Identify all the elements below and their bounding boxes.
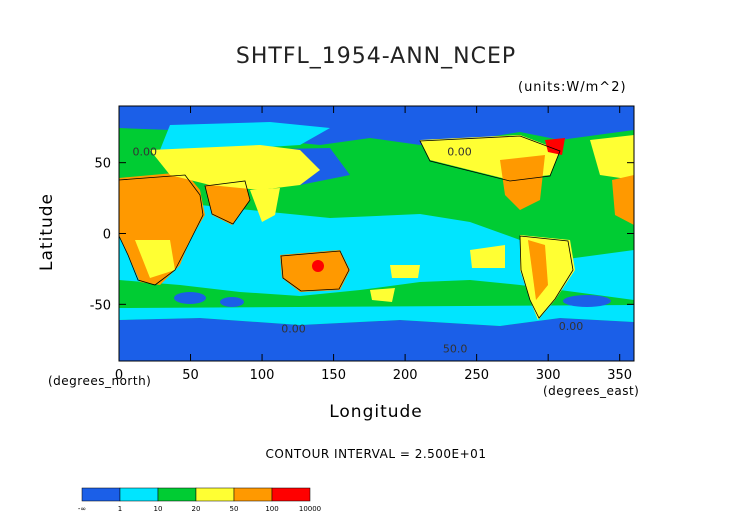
y-tick-label: -50 (90, 298, 111, 313)
field-west-africa (612, 175, 634, 225)
colorbar-label: 50 (230, 505, 239, 513)
colorbar-swatch (81, 487, 121, 502)
colorbar-swatch (195, 487, 235, 502)
x-tick-label: 0 (115, 368, 123, 383)
colorbar-swatch (271, 487, 311, 502)
colorbar-label: 1 (118, 505, 122, 513)
contour-label: 0.00 (133, 146, 158, 159)
field-yellow-patch-1 (390, 265, 420, 278)
x-tick-label: 100 (250, 368, 275, 383)
field-blob-2 (220, 297, 244, 307)
field-europe (590, 135, 634, 180)
field-cyan-band (119, 205, 634, 300)
field-asia-yellow (150, 145, 320, 190)
field-africa-yellow (135, 240, 175, 278)
map-field (119, 106, 634, 361)
colorbar-legend: -∞ 1 10 20 50 100 10000 (78, 487, 321, 513)
contour-interval-note: CONTOUR INTERVAL = 2.500E+01 (265, 447, 487, 461)
colorbar-label: 20 (192, 505, 201, 513)
contour-label: 0.00 (559, 320, 584, 333)
x-units-right: (degrees_east) (543, 384, 640, 398)
x-tick-label: 200 (393, 368, 418, 383)
x-tick-label: 300 (536, 368, 561, 383)
field-blob-1 (174, 292, 206, 304)
units-label: (units:W/m^2) (518, 80, 627, 95)
x-units-left: (degrees_north) (48, 374, 152, 388)
colorbar-label: 10000 (299, 505, 321, 513)
colorbar-swatch (157, 487, 197, 502)
field-yellow-patch-2 (470, 245, 505, 268)
contour-label: 0.00 (447, 146, 472, 159)
x-tick-label: 150 (321, 368, 346, 383)
field-na-orange (500, 155, 545, 210)
contour-label: 50.0 (443, 343, 468, 356)
colorbar-label: 10 (154, 505, 163, 513)
contour-labels: 0.00 0.00 0.00 0.00 50.0 (133, 146, 584, 356)
field-sa-orange (528, 240, 548, 300)
field-blob-3 (563, 295, 611, 307)
colorbar-swatch (233, 487, 273, 502)
colorbar-swatch (119, 487, 159, 502)
y-axis: 50 0 -50 (90, 157, 634, 313)
field-south-cyan (119, 305, 634, 326)
field-antarctic (119, 318, 634, 361)
x-tick-label: 250 (464, 368, 489, 383)
field-arabia (205, 180, 250, 225)
field-australia-hot (312, 260, 324, 272)
x-tick-label: 350 (607, 368, 632, 383)
y-tick-label: 50 (94, 157, 111, 172)
field-yellow-patch-3 (370, 288, 395, 302)
coastlines (119, 135, 574, 319)
colorbar-label: 100 (265, 505, 278, 513)
field-india (250, 188, 280, 222)
x-tick-label: 50 (182, 368, 199, 383)
colorbar-label: -∞ (78, 505, 86, 513)
contour-label: 0.00 (281, 323, 306, 336)
chart-title: SHTFL_1954-ANN_NCEP (235, 44, 517, 69)
field-africa (119, 172, 205, 285)
x-axis: 0 50 100 150 200 250 300 350 (115, 106, 632, 383)
y-tick-label: 0 (103, 228, 111, 243)
x-axis-label: Longitude (329, 402, 423, 422)
